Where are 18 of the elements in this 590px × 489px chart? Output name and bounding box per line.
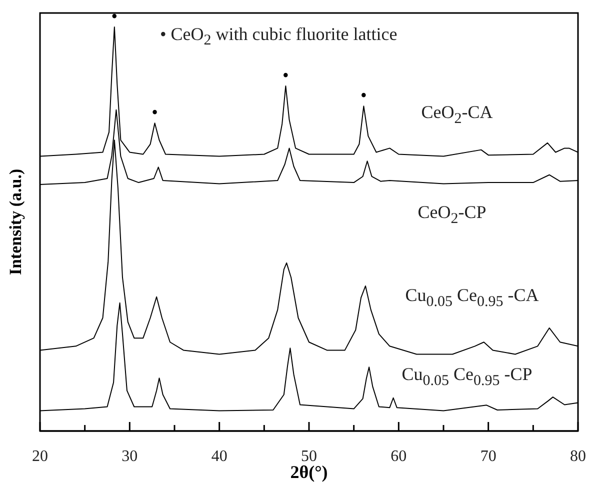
x-tick-label: 50 — [301, 448, 317, 465]
annotation: • — [111, 6, 118, 26]
series-label: CeO$_{2}$-CA — [421, 102, 493, 128]
annotation: • — [152, 102, 158, 122]
x-tick-label: 80 — [570, 448, 586, 465]
series-label: CeO$_{2}$-CP — [418, 202, 486, 228]
series-label: Cu$_{0.05}$ Ce$_{0.95}$ -CA — [405, 285, 539, 311]
x-tick-label: 60 — [390, 448, 407, 465]
annotation: • — [360, 85, 367, 106]
annotation: • CeO$_{2}$ with cubic fluorite lattice — [160, 24, 398, 50]
y-axis-title: Intensity (a.u.) — [6, 168, 26, 276]
x-tick-label: 70 — [480, 448, 496, 465]
x-tick-label: 40 — [211, 448, 228, 465]
annotation: • — [282, 64, 289, 85]
x-tick-label: 20 — [32, 448, 48, 465]
x-axis-title: 2θ(°) — [290, 462, 328, 483]
series-label: Cu$_{0.05}$ Ce$_{0.95}$ -CP — [402, 364, 532, 390]
x-tick-label: 30 — [122, 448, 138, 465]
